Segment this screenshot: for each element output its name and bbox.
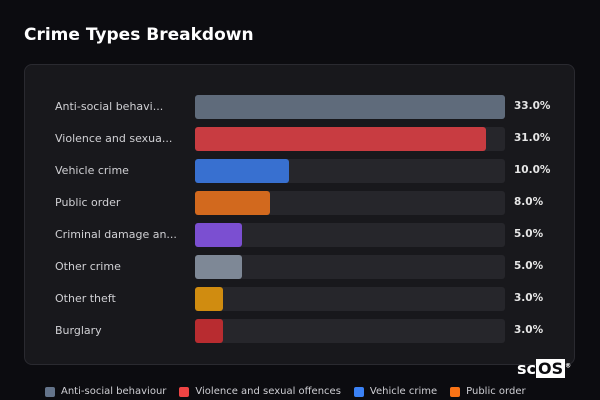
value-label: 5.0% <box>514 260 544 272</box>
legend-swatch <box>179 386 190 397</box>
legend-item[interactable]: Vehicle crime <box>353 386 438 397</box>
bar-row: Anti-social behavi... 33.0% <box>25 95 574 119</box>
bar-track <box>195 223 505 247</box>
category-label: Other crime <box>55 260 121 273</box>
bar-row: Vehicle crime 10.0% <box>25 159 574 183</box>
bar-row: Violence and sexua... 31.0% <box>25 127 574 151</box>
bar-row: Criminal damage an... 5.0% <box>25 223 574 247</box>
legend-label: Violence and sexual offences <box>195 386 341 397</box>
chart-title: Crime Types Breakdown <box>24 25 254 45</box>
value-label: 33.0% <box>514 100 551 112</box>
scos-logo: sc OS ® <box>517 359 572 378</box>
legend-item[interactable]: Public order <box>450 386 526 397</box>
value-label: 10.0% <box>514 164 551 176</box>
value-label: 5.0% <box>514 228 544 240</box>
bar-track <box>195 255 505 279</box>
bar <box>195 255 242 279</box>
bar <box>195 95 505 119</box>
category-label: Anti-social behavi... <box>55 100 164 113</box>
bar <box>195 287 224 311</box>
chart-card: Anti-social behavi... 33.0% Violence and … <box>24 64 575 365</box>
category-label: Violence and sexua... <box>55 132 173 145</box>
bar-track <box>195 191 505 215</box>
logo-boxed: OS <box>536 359 566 378</box>
category-label: Vehicle crime <box>55 164 129 177</box>
legend: Anti-social behaviour Violence and sexual… <box>45 386 526 397</box>
legend-label: Public order <box>466 386 526 397</box>
bar-track <box>195 127 505 151</box>
legend-swatch <box>353 386 364 397</box>
bar <box>195 159 289 183</box>
value-label: 3.0% <box>514 324 544 336</box>
value-label: 3.0% <box>514 292 544 304</box>
value-label: 31.0% <box>514 132 551 144</box>
bar <box>195 223 242 247</box>
bar <box>195 191 271 215</box>
logo-prefix: sc <box>517 359 537 378</box>
legend-swatch <box>45 386 55 397</box>
legend-swatch <box>450 386 461 397</box>
bar-track <box>195 287 505 311</box>
bar-track <box>195 95 505 119</box>
bar-row: Other theft 3.0% <box>25 287 574 311</box>
legend-item[interactable]: Violence and sexual offences <box>179 386 341 397</box>
category-label: Criminal damage an... <box>55 228 177 241</box>
bar-row: Public order 8.0% <box>25 191 574 215</box>
legend-item[interactable]: Anti-social behaviour <box>45 386 166 397</box>
bar-row: Burglary 3.0% <box>25 319 574 343</box>
bar-row: Other crime 5.0% <box>25 255 574 279</box>
legend-label: Vehicle crime <box>369 386 438 397</box>
category-label: Other theft <box>55 292 116 305</box>
bar <box>195 319 224 343</box>
bar-track <box>195 319 505 343</box>
value-label: 8.0% <box>514 196 544 208</box>
category-label: Burglary <box>55 324 102 337</box>
bar-track <box>195 159 505 183</box>
bar <box>195 127 487 151</box>
legend-label: Anti-social behaviour <box>61 386 167 397</box>
category-label: Public order <box>55 196 121 209</box>
